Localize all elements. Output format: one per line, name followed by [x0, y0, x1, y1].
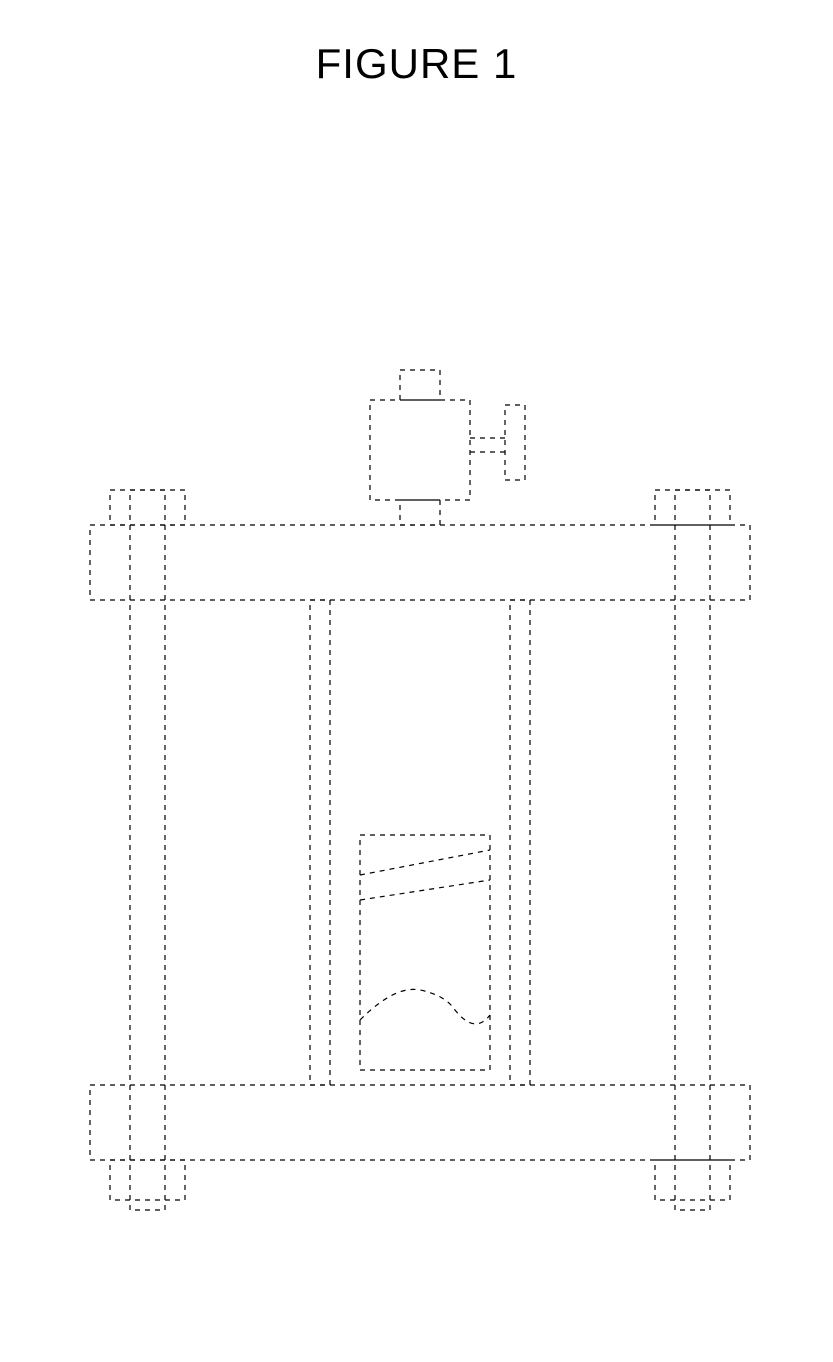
left-top-nut	[110, 490, 185, 525]
sample-line-1	[360, 850, 490, 875]
right-bottom-nut	[655, 1160, 730, 1200]
sample-line-2	[360, 880, 490, 900]
sample-curve	[360, 989, 490, 1024]
valve-handle	[505, 405, 525, 480]
left-bolt-shaft	[130, 490, 165, 1210]
right-top-nut	[655, 490, 730, 525]
sample-container	[360, 835, 490, 1070]
valve-bottom-nipple	[400, 500, 440, 525]
left-bottom-nut	[110, 1160, 185, 1200]
bottom-plate	[90, 1085, 750, 1160]
technical-diagram	[0, 0, 833, 1362]
right-bolt-shaft	[675, 490, 710, 1210]
top-plate	[90, 525, 750, 600]
left-inner-column	[310, 600, 330, 1085]
valve-top-nipple	[400, 370, 440, 400]
right-inner-column	[510, 600, 530, 1085]
valve-body	[370, 400, 470, 500]
